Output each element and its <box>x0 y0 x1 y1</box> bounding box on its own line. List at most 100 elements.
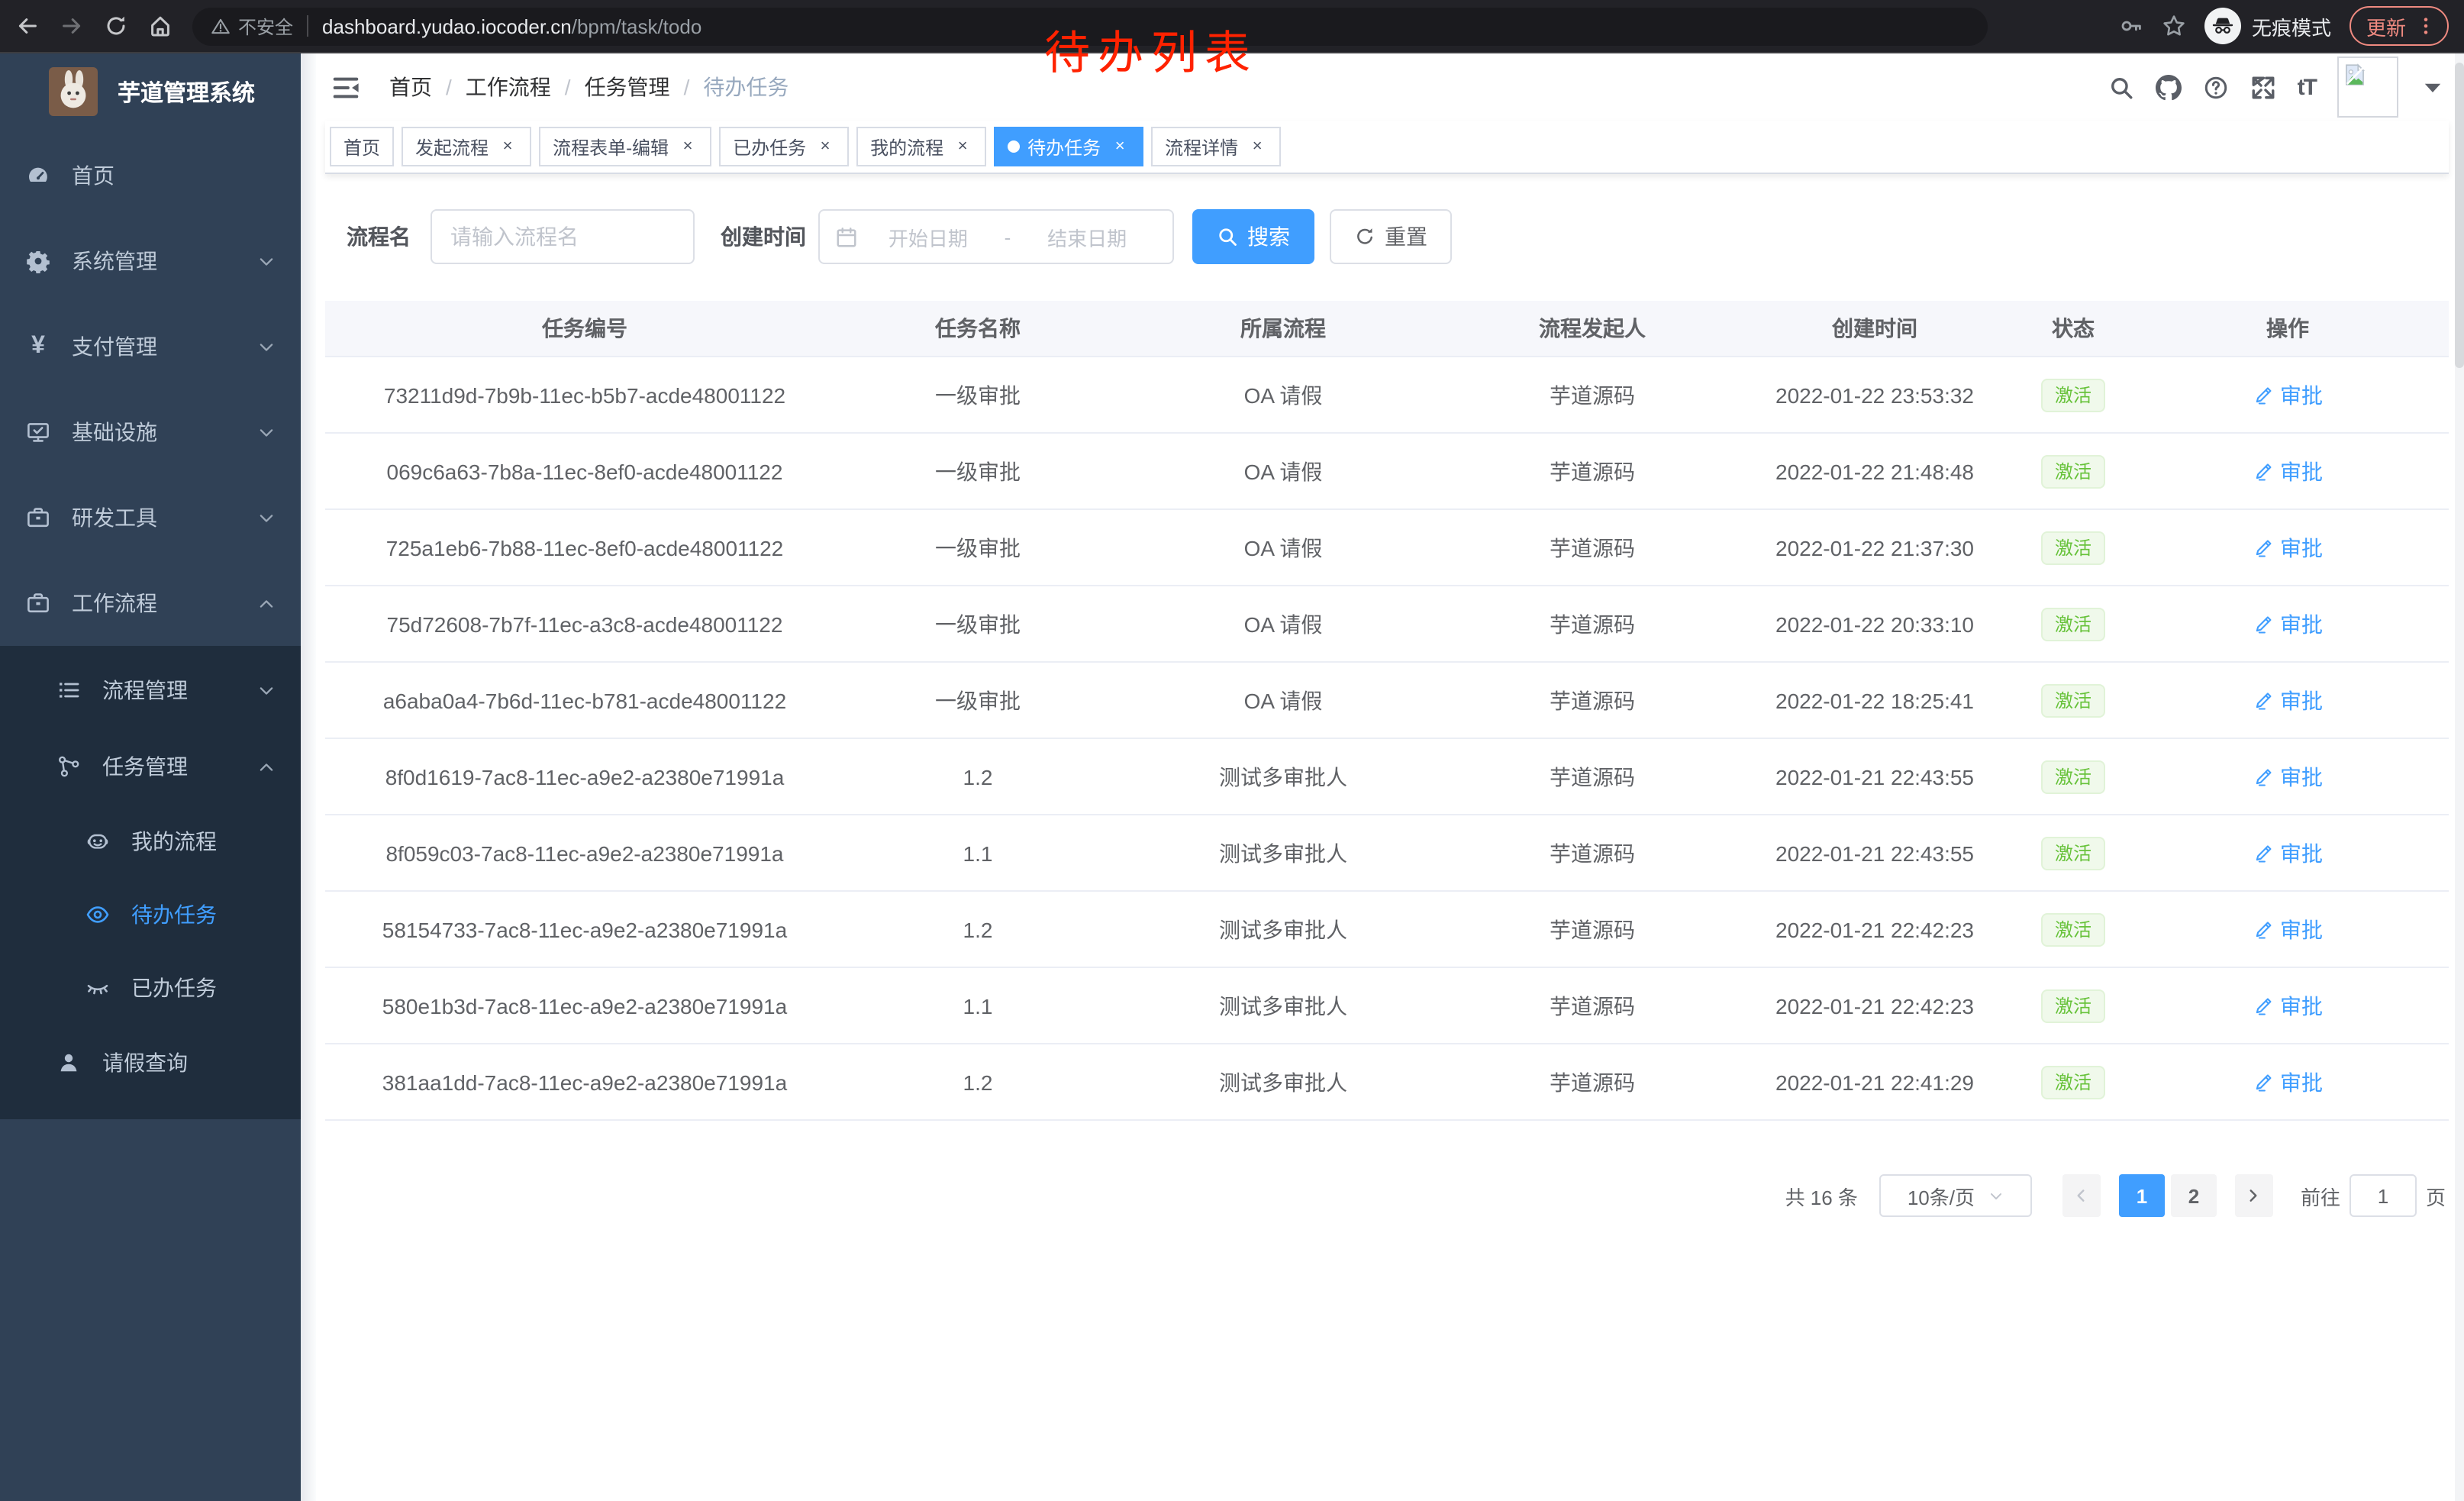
approve-link[interactable]: 审批 <box>2253 685 2323 715</box>
page-number-2[interactable]: 2 <box>2170 1174 2217 1217</box>
sidebar-item-todo-task[interactable]: 待办任务 <box>0 878 301 951</box>
sidebar-item-label: 我的流程 <box>131 829 217 854</box>
url-text: dashboard.yudao.iocoder.cn/bpm/task/todo <box>322 15 702 37</box>
sidebar-item-devtools[interactable]: 研发工具 <box>0 475 301 560</box>
tab-label: 流程表单-编辑 <box>553 137 669 158</box>
approve-link[interactable]: 审批 <box>2253 532 2323 563</box>
search-button[interactable]: 搜索 <box>1192 209 1314 264</box>
process-name-input[interactable] <box>431 209 695 264</box>
key-icon[interactable] <box>2119 14 2143 38</box>
tab-form-edit[interactable]: 流程表单-编辑 × <box>539 127 712 166</box>
cell-create-time: 2022-01-22 20:33:10 <box>1730 586 2020 663</box>
approve-label: 审批 <box>2280 764 2323 789</box>
tab-close-icon[interactable]: × <box>820 137 830 155</box>
sidebar-item-process-mgmt[interactable]: 流程管理 <box>0 652 301 728</box>
sidebar-item-label: 已办任务 <box>131 976 217 1000</box>
sidebar-item-system[interactable]: 系统管理 <box>0 218 301 304</box>
table-row: 069c6a63-7b8a-11ec-8ef0-acde48001122 一级审… <box>325 433 2449 510</box>
sidebar-item-infra[interactable]: 基础设施 <box>0 389 301 475</box>
cell-create-time: 2022-01-21 22:43:55 <box>1730 738 2020 815</box>
breadcrumb-item[interactable]: 工作流程 <box>465 75 551 99</box>
cell-create-time: 2022-01-22 21:37:30 <box>1730 509 2020 586</box>
approve-link[interactable]: 审批 <box>2253 456 2323 486</box>
cell-initiator: 芋道源码 <box>1455 891 1730 968</box>
cell-create-time: 2022-01-22 23:53:32 <box>1730 357 2020 434</box>
cell-task-id: a6aba0a4-7b6d-11ec-b781-acde48001122 <box>325 662 844 739</box>
forward-icon[interactable] <box>60 14 84 38</box>
reload-icon[interactable] <box>104 14 128 38</box>
security-indicator[interactable]: 不安全 <box>211 13 293 39</box>
page-size-select[interactable]: 10条/页 <box>1879 1174 2032 1217</box>
page-number-1[interactable]: 1 <box>2118 1174 2165 1217</box>
browser-menu-icon[interactable] <box>2415 15 2437 37</box>
sidebar-item-workflow[interactable]: 工作流程 <box>0 560 301 646</box>
avatar[interactable] <box>2337 56 2398 118</box>
font-size-icon[interactable]: tT <box>2297 74 2317 100</box>
scrollbar-thumb[interactable] <box>2455 63 2464 368</box>
bookmark-star-icon[interactable] <box>2162 14 2186 38</box>
reset-button[interactable]: 重置 <box>1330 209 1452 264</box>
sidebar-item-label: 研发工具 <box>72 505 157 530</box>
breadcrumb-item[interactable]: 任务管理 <box>584 75 670 99</box>
sidebar: 芋道管理系统 首页 系统管理 ¥ 支付管理 基础设施 研发工具 工作流程 流程管理… <box>0 53 301 1501</box>
eye-icon <box>85 902 110 927</box>
tab-close-icon[interactable]: × <box>1252 137 1263 155</box>
total-count: 共 16 条 <box>1785 1186 1858 1209</box>
breadcrumb-item[interactable]: 首页 <box>389 75 432 99</box>
cell-process: OA 请假 <box>1111 662 1455 739</box>
sidebar-item-label: 首页 <box>72 163 114 188</box>
fullscreen-icon[interactable] <box>2250 74 2276 100</box>
tab-close-icon[interactable]: × <box>502 137 513 155</box>
tab-my-process[interactable]: 我的流程 × <box>856 127 987 166</box>
approve-link[interactable]: 审批 <box>2253 608 2323 639</box>
page-header: 首页 / 工作流程 / 任务管理 / 待办任务 tT <box>325 53 2449 121</box>
next-page-button[interactable] <box>2234 1174 2273 1217</box>
help-icon[interactable] <box>2203 74 2229 100</box>
approve-link[interactable]: 审批 <box>2253 1067 2323 1097</box>
github-icon[interactable] <box>2155 74 2182 100</box>
sidebar-item-my-process[interactable]: 我的流程 <box>0 805 301 878</box>
cell-action: 审批 <box>2127 509 2449 586</box>
home-icon[interactable] <box>148 14 173 38</box>
collapse-sidebar-icon[interactable] <box>331 73 360 102</box>
user-menu-caret-icon[interactable] <box>2420 74 2446 100</box>
approve-link[interactable]: 审批 <box>2253 990 2323 1021</box>
approve-link[interactable]: 审批 <box>2253 761 2323 792</box>
table-row: a6aba0a4-7b6d-11ec-b781-acde48001122 一级审… <box>325 662 2449 739</box>
sidebar-item-leave-query[interactable]: 请假查询 <box>0 1025 301 1101</box>
sidebar-item-done-task[interactable]: 已办任务 <box>0 951 301 1025</box>
search-icon[interactable] <box>2108 74 2134 100</box>
prev-page-button[interactable] <box>2062 1174 2101 1217</box>
sidebar-scrollbar[interactable] <box>301 53 316 1501</box>
cell-action: 审批 <box>2127 967 2449 1044</box>
date-range-picker[interactable]: 开始日期 - 结束日期 <box>818 209 1174 264</box>
sidebar-item-payment[interactable]: ¥ 支付管理 <box>0 304 301 389</box>
column-header: 流程发起人 <box>1455 301 1730 357</box>
tab-home[interactable]: 首页 <box>330 127 395 166</box>
approve-link[interactable]: 审批 <box>2253 379 2323 410</box>
cell-process: 测试多审批人 <box>1111 1044 1455 1121</box>
app-logo[interactable]: 芋道管理系统 <box>0 53 301 130</box>
page-scrollbar[interactable] <box>2455 53 2464 1501</box>
tab-start-process[interactable]: 发起流程 × <box>402 127 532 166</box>
approve-label: 审批 <box>2280 917 2323 941</box>
address-bar[interactable]: 不安全 dashboard.yudao.iocoder.cn/bpm/task/… <box>192 7 1988 45</box>
tab-done-task[interactable]: 已办任务 × <box>719 127 850 166</box>
sidebar-item-home[interactable]: 首页 <box>0 133 301 218</box>
tab-close-icon[interactable]: × <box>957 137 968 155</box>
goto-page-input[interactable] <box>2349 1174 2417 1217</box>
cell-action: 审批 <box>2127 357 2449 434</box>
tab-close-icon[interactable]: × <box>1114 137 1125 155</box>
sidebar-menu: 首页 系统管理 ¥ 支付管理 基础设施 研发工具 工作流程 <box>0 133 301 646</box>
edit-icon <box>2253 384 2274 405</box>
tab-close-icon[interactable]: × <box>682 137 693 155</box>
tab-todo-task[interactable]: 待办任务 × <box>994 127 1144 166</box>
update-chip[interactable]: 更新 <box>2349 6 2449 46</box>
tab-label: 我的流程 <box>870 137 944 158</box>
flow-icon <box>56 754 81 779</box>
sidebar-item-task-mgmt[interactable]: 任务管理 <box>0 728 301 805</box>
approve-link[interactable]: 审批 <box>2253 914 2323 944</box>
approve-link[interactable]: 审批 <box>2253 838 2323 868</box>
back-icon[interactable] <box>15 14 40 38</box>
tab-process-detail[interactable]: 流程详情 × <box>1151 127 1282 166</box>
